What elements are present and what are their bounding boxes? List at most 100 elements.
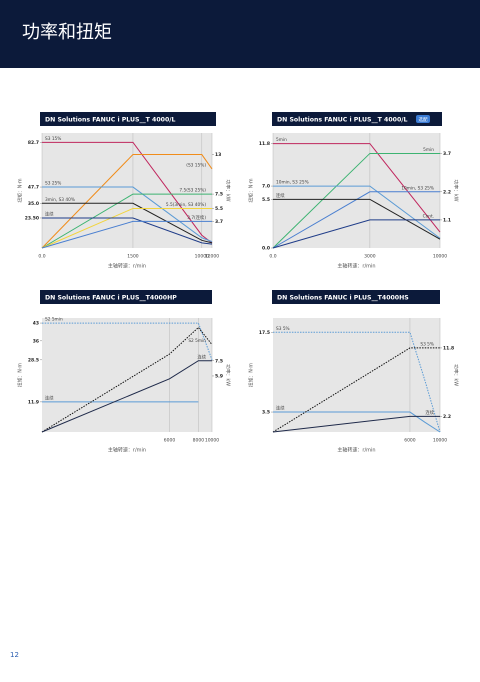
chart-title: DN Solutions FANUC i PLUS__T4000HS [277,295,409,302]
series-line [273,331,441,433]
series-label: S3 5% [420,341,434,347]
x-tick-label: 6000 [164,438,176,444]
series-label: 3min, S3 40% [45,197,75,203]
series-line [272,347,440,433]
series-label: 7.5(S3 25%) [179,188,206,194]
y-tick-label: 36 [33,338,39,344]
chart-title: DN Solutions FANUC i PLUS__T 4000/L [45,117,176,124]
plot-area [42,133,212,248]
y-tick-label: 11.9 [28,399,39,405]
y-axis-title: 扭矩：N·m [17,363,24,388]
series-line [272,219,440,249]
y2-tick-label: 3.7 [443,151,451,157]
title-bar [272,290,440,304]
series-label: 连续 [276,192,285,199]
series-line [272,191,440,249]
title-bar [40,290,212,304]
x-tick-label: 3000 [364,254,376,260]
series-label: S3 25% [45,181,61,187]
y-tick-label: 11.8 [259,141,270,147]
chart-title: DN Solutions FANUC i PLUS__T4000HP [45,295,177,302]
chart: DN Solutions FANUC i PLUS__T4000HS 6000 10… [248,290,460,454]
y2-tick-label: 5.9 [215,373,223,379]
chart: DN Solutions FANUC i PLUS__T 4000/L 选配 0.0… [248,112,460,270]
series-line [41,220,212,249]
series-line [273,198,441,240]
badge-text: 选配 [419,116,428,123]
x-tick-label: 10000 [433,438,447,444]
x-tick-label: 8000 [193,438,205,444]
page-title: 功率和扭矩 [22,22,112,43]
x-axis-title: 主轴转速：r/min [337,263,375,270]
series-label: 3.7(连续) [187,214,206,221]
y2-tick-label: 7.5 [215,358,223,364]
series-label: 5min [423,147,434,153]
y2-tick-label: 3.7 [215,219,223,225]
x-tick-label: 10000 [205,438,219,444]
y2-tick-label: 1.1 [443,217,451,223]
series-label: S3 5% [276,326,290,332]
x-tick-label: 12000 [205,254,219,260]
y2-tick-label: 2.2 [443,189,451,195]
series-label: S3 15% [45,136,61,142]
series-label: S2 5min [188,338,206,344]
x-tick-label: 6000 [404,438,416,444]
y-tick-label: 23.50 [25,215,39,221]
y2-axis-title: 功率：kW [453,180,460,202]
y-tick-label: 28.5 [28,357,39,363]
y2-tick-label: 5.5 [215,206,223,212]
series-label: 5min [276,137,287,143]
y2-tick-label: 13 [215,152,221,158]
badge [416,115,430,123]
series-line [41,154,213,249]
y-axis-title: 扭矩：N·m [248,178,255,203]
series-line [41,207,212,249]
series-label: Cont. [423,213,434,219]
series-label: 连续 [45,394,54,401]
series-label: 连续 [45,210,54,217]
x-axis-title: 主轴转速：r/min [108,263,146,270]
plot-area [273,133,440,248]
y-tick-label: 7.0 [262,184,270,190]
series-line [42,186,213,243]
y2-axis-title: 功率：kW [225,364,232,386]
x-tick-label: 0.0 [269,254,276,260]
y-tick-label: 35.0 [28,201,39,207]
series-label: 5.5(3min, S3 40%) [166,202,206,208]
x-axis-title: 主轴转速：r/min [337,447,375,454]
y-tick-label: 5.5 [262,197,270,203]
series-line [42,217,213,245]
chart-title: DN Solutions FANUC i PLUS__T 4000/L [277,117,408,124]
series-line [273,411,441,433]
series-line [272,152,440,249]
x-tick-label: 10000 [433,254,447,260]
series-line [42,322,213,360]
y2-tick-label: 2.2 [443,414,451,420]
series-label: 连续 [197,353,206,360]
chart: DN Solutions FANUC i PLUS__T4000HP 6000 80… [17,290,232,454]
series-label: S2 5min [45,317,63,323]
series-label: 连续 [425,409,434,416]
title-bar [40,112,216,126]
y-tick-label: 43 [33,321,39,327]
y-tick-label: 17.5 [259,330,270,336]
y-axis-title: 扭矩：N·m [248,363,255,388]
y2-axis-title: 功率：kW [225,180,232,202]
series-line [42,141,213,244]
y-tick-label: 3.5 [262,410,270,416]
series-label: 10min, S3 25% [276,180,309,186]
series-label: (S3 15%) [186,162,206,168]
series-label: 连续 [276,405,285,412]
y-axis-title: 扭矩：N·m [17,178,24,203]
series-line [273,143,441,233]
page-number: 12 [10,651,19,659]
x-tick-label: 0.0 [38,254,45,260]
series-line [272,415,440,433]
series-line [41,193,212,249]
series-line [273,185,441,239]
title-bar [272,112,442,126]
x-axis-title: 主轴转速：r/min [108,447,146,454]
header-band [0,0,480,68]
y2-axis-title: 功率：kW [453,364,460,386]
